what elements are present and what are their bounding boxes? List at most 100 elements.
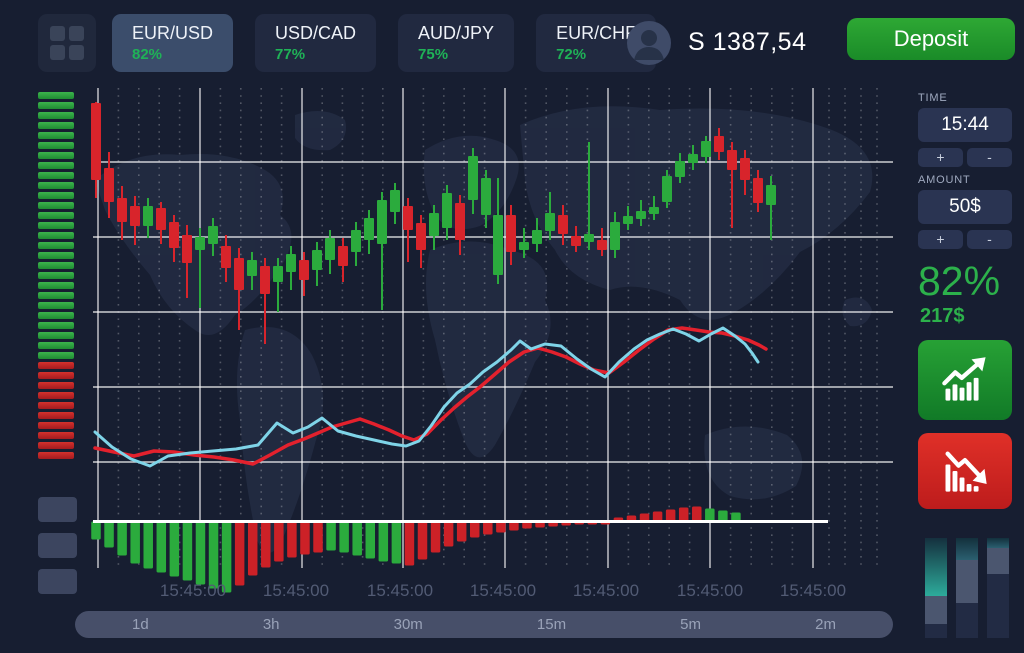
signal-bar-red (38, 412, 74, 419)
gauge-segment (987, 574, 1009, 638)
signal-bar-red (38, 372, 74, 379)
payout-amount: 217$ (920, 305, 965, 327)
signal-bar-green (38, 242, 74, 249)
time-input[interactable]: 15:44 (918, 108, 1012, 142)
user-avatar[interactable] (627, 21, 671, 65)
deposit-button[interactable]: Deposit (847, 18, 1015, 60)
signal-bar-green (38, 352, 74, 359)
signal-bar-green (38, 212, 74, 219)
timeframe-30m[interactable]: 30m (393, 616, 423, 633)
grid-icon (50, 26, 84, 60)
sidebar-square-button-1[interactable] (38, 497, 77, 522)
put-down-button[interactable] (918, 433, 1012, 509)
signal-bar-green (38, 252, 74, 259)
sidebar-square-button-2[interactable] (38, 533, 77, 558)
signal-bar-red (38, 392, 74, 399)
signal-bar-stack (38, 92, 74, 459)
chart-up-icon (942, 357, 986, 401)
signal-bar-red (38, 452, 74, 459)
gauge-segment (956, 538, 978, 560)
timeframe-15m[interactable]: 15m (536, 616, 567, 633)
signal-bar-red (38, 382, 74, 389)
gauge-1 (925, 538, 947, 638)
signal-bar-red (38, 442, 74, 449)
svg-text:15:45:00: 15:45:00 (470, 581, 536, 600)
gauge-segment (987, 548, 1009, 574)
sidebar-buttons (38, 497, 77, 594)
volume-gauges (925, 538, 1009, 638)
macd-histogram (91, 506, 741, 593)
signal-bar-green (38, 232, 74, 239)
svg-text:15:45:00: 15:45:00 (263, 581, 329, 600)
signal-bar-red (38, 432, 74, 439)
time-minus-button[interactable]: - (967, 148, 1012, 167)
moving-average-lines (93, 326, 768, 468)
signal-bar-green (38, 322, 74, 329)
svg-text:15:45:00: 15:45:00 (780, 581, 846, 600)
gauge-segment (956, 603, 978, 638)
amount-minus-button[interactable]: - (967, 230, 1012, 249)
signal-bar-red (38, 402, 74, 409)
payout-percent: 82% (918, 258, 1001, 304)
time-label: TIME (918, 92, 948, 104)
signal-bar-green (38, 102, 74, 109)
pair-payout: 72% (556, 46, 587, 63)
pair-name: EUR/CHF (556, 23, 637, 43)
grid-solid-lines (93, 88, 893, 568)
candlesticks (91, 102, 776, 344)
timeframe-3h[interactable]: 3h (262, 616, 280, 633)
signal-bar-green (38, 332, 74, 339)
signal-bar-green (38, 342, 74, 349)
signal-bar-green (38, 162, 74, 169)
timeframe-5m[interactable]: 5m (680, 616, 702, 633)
pair-name: USD/CAD (275, 23, 357, 43)
svg-text:15:45:00: 15:45:00 (573, 581, 639, 600)
gauge-segment (956, 560, 978, 603)
signal-bar-green (38, 172, 74, 179)
signal-bar-green (38, 142, 74, 149)
svg-text:15:45:00: 15:45:00 (367, 581, 433, 600)
timeframe-2m[interactable]: 2m (815, 616, 836, 633)
person-icon (634, 30, 664, 60)
time-axis-labels: 15:45:00 15:45:00 15:45:00 15:45:00 15:45:00… (160, 581, 846, 600)
signal-bar-green (38, 282, 74, 289)
apps-menu-button[interactable] (38, 14, 96, 72)
pair-tab-eur-usd[interactable]: EUR/USD 82% (112, 14, 234, 72)
signal-bar-green (38, 92, 74, 99)
signal-bar-red (38, 362, 74, 369)
signal-bar-green (38, 272, 74, 279)
timeframe-selector[interactable]: 1d 3h 30m 15m 5m 2m (75, 611, 893, 638)
signal-bar-green (38, 192, 74, 199)
signal-bar-green (38, 312, 74, 319)
gauge-segment (925, 624, 947, 638)
pair-name: EUR/USD (132, 23, 214, 43)
call-up-button[interactable] (918, 340, 1012, 420)
pair-tab-usd-cad[interactable]: USD/CAD 77% (255, 14, 377, 72)
world-map-background (95, 106, 873, 553)
signal-bar-green (38, 112, 74, 119)
gauge-3 (987, 538, 1009, 638)
gauge-segment (925, 596, 947, 624)
signal-bar-green (38, 202, 74, 209)
amount-input[interactable]: 50$ (918, 190, 1012, 224)
timeframe-1d[interactable]: 1d (132, 616, 149, 633)
svg-text:15:45:00: 15:45:00 (160, 581, 226, 600)
pair-payout: 82% (132, 46, 163, 63)
amount-plus-button[interactable]: + (918, 230, 963, 249)
amount-label: AMOUNT (918, 174, 971, 186)
chart-down-icon (945, 451, 987, 492)
pair-payout: 77% (275, 46, 306, 63)
signal-bar-green (38, 122, 74, 129)
svg-text:15:45:00: 15:45:00 (677, 581, 743, 600)
pair-name: AUD/JPY (418, 23, 495, 43)
sidebar-square-button-3[interactable] (38, 569, 77, 594)
grid-dotted-lines (117, 88, 878, 568)
signal-bar-green (38, 182, 74, 189)
gauge-segment (925, 538, 947, 596)
signal-bar-green (38, 152, 74, 159)
pair-tab-aud-jpy[interactable]: AUD/JPY 75% (398, 14, 515, 72)
time-plus-button[interactable]: + (918, 148, 963, 167)
signal-bar-green (38, 302, 74, 309)
